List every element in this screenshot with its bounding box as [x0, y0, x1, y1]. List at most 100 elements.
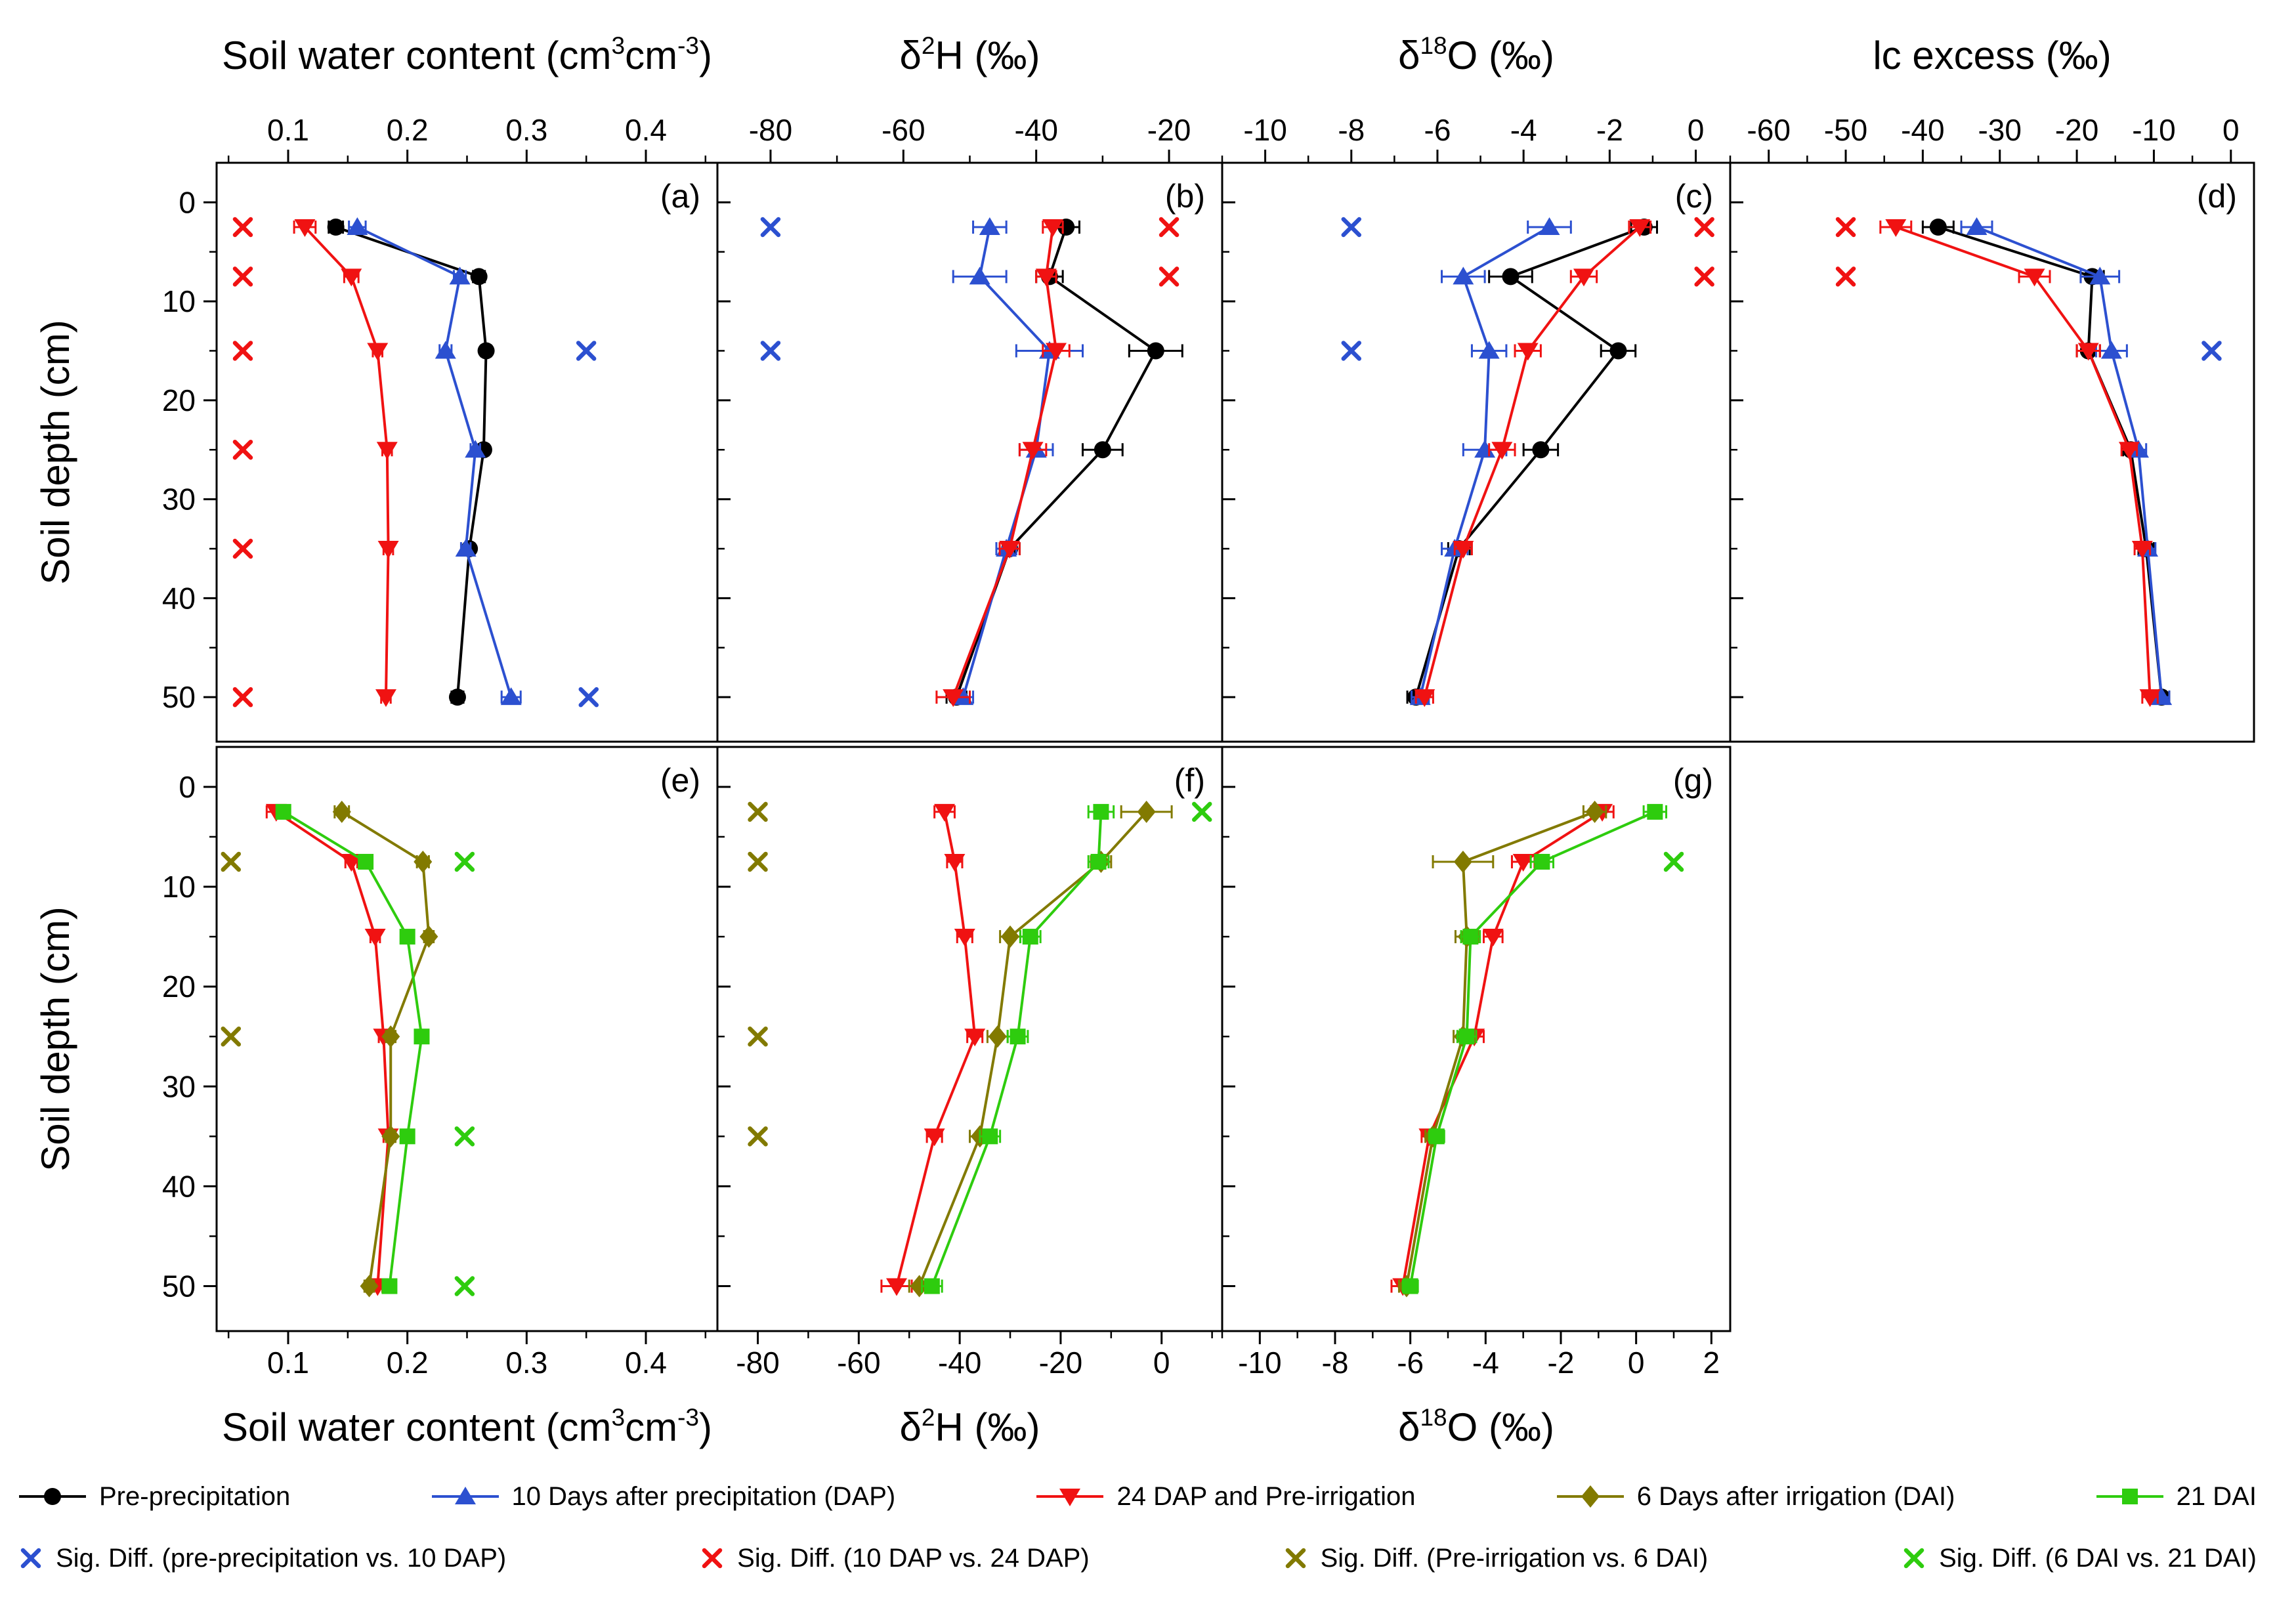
x-axis-g: -10 -8 -6 -4 -2 0 2 — [1221, 1331, 1720, 1380]
x-marker — [454, 1126, 475, 1147]
x-tick-label: -60 — [1747, 113, 1790, 147]
sig-sig10v24 — [232, 217, 253, 708]
triangle-down-marker — [294, 219, 316, 237]
x-tick-label: -4 — [1510, 113, 1537, 147]
diamond-marker — [1453, 850, 1472, 873]
square-marker — [399, 1128, 415, 1145]
diamond-marker — [381, 1125, 400, 1148]
triangle-down-marker — [1453, 541, 1474, 559]
axis-title-c: δ18O (‰) — [1398, 32, 1554, 77]
x-tick-label: -60 — [882, 113, 925, 147]
series-dai6 — [1397, 800, 1607, 1298]
y-tick-label: 50 — [162, 680, 196, 714]
x-marker — [1663, 851, 1684, 872]
x-tick-label: -10 — [2132, 113, 2175, 147]
triangle-up-marker — [455, 539, 477, 557]
triangle-down-marker — [1022, 442, 1044, 460]
y-tick-label: 30 — [162, 1069, 196, 1103]
triangle-up-marker — [465, 440, 486, 458]
x-axis-a: 0.1 0.2 0.3 0.4 — [227, 113, 707, 163]
x-tick-label: 0.4 — [625, 113, 667, 147]
legend-label: 10 Days after precipitation (DAP) — [511, 1481, 896, 1511]
diamond-marker — [381, 1025, 400, 1048]
sig-sig6v21 — [454, 851, 475, 1296]
triangle-up-marker — [454, 1487, 476, 1504]
y-tick-label: 50 — [162, 1269, 196, 1304]
series-line — [895, 811, 977, 1287]
triangle-down-marker — [1512, 853, 1534, 872]
x-marker — [221, 851, 242, 872]
x-tick-label: -80 — [736, 1346, 779, 1380]
panel-b: -80 -60 -40 -20 (b) — [716, 113, 1223, 743]
triangle-up-marker — [1453, 266, 1474, 285]
sig-sig10v24 — [1159, 217, 1180, 287]
x-axis-d: -60 -50 -40 -30 -20 -10 0 — [1729, 113, 2240, 163]
triangle-down-marker — [1573, 268, 1594, 287]
triangle-down-marker — [376, 442, 398, 460]
panel-a: 0.1 0.2 0.3 0.4 0 10 20 30 40 50 (a) — [162, 113, 719, 743]
series-dai21 — [275, 803, 430, 1294]
triangle-up-legend-icon — [431, 1487, 499, 1504]
x-tick-label: 2 — [1703, 1346, 1720, 1380]
x-legend-icon — [1285, 1548, 1306, 1569]
x-axis-e: 0.1 0.2 0.3 0.4 — [227, 1331, 707, 1380]
series-line — [952, 226, 1058, 698]
y-axis-a: 0 10 20 30 40 50 — [162, 185, 217, 714]
series-line — [1423, 226, 1641, 698]
square-legend-icon — [2096, 1489, 2163, 1504]
triangle-down-legend-icon — [1036, 1489, 1104, 1506]
x-marker — [748, 801, 768, 822]
legend-label: 24 DAP and Pre-irrigation — [1116, 1481, 1416, 1511]
x-marker — [702, 1548, 723, 1569]
x-marker — [1835, 217, 1856, 238]
triangle-down-marker — [2024, 268, 2045, 287]
x-tick-label: 0 — [2222, 113, 2240, 147]
triangle-up-marker — [2100, 341, 2122, 359]
x-marker — [1341, 217, 1362, 238]
legend-label: Pre-precipitation — [99, 1481, 291, 1511]
x-tick-label: 0.2 — [387, 1346, 429, 1380]
y-axis-b — [717, 201, 731, 698]
legend-item-dap10: 10 Days after precipitation (DAP) — [429, 1481, 896, 1512]
series-line — [303, 226, 390, 698]
x-marker — [748, 1026, 768, 1047]
circle-marker — [44, 1488, 61, 1505]
sig-sig10v24 — [1694, 217, 1714, 287]
sig-sig6v21 — [1663, 851, 1684, 872]
x-marker — [1341, 341, 1362, 361]
y-tick-label: 0 — [179, 185, 196, 219]
panel-tag: (c) — [1675, 178, 1713, 215]
square-marker — [1428, 1128, 1445, 1145]
legend-item-sig6v21: Sig. Diff. (6 DAI vs. 21 DAI) — [1900, 1544, 2257, 1573]
x-marker — [1285, 1548, 1306, 1569]
x-marker — [232, 266, 253, 287]
sig-sigPreV10 — [1341, 217, 1362, 361]
panel-border — [215, 161, 719, 743]
legend-item-dap24: 24 DAP and Pre-irrigation — [1034, 1481, 1416, 1512]
triangle-up-marker — [969, 266, 990, 285]
y-tick-label: 10 — [162, 284, 196, 318]
square-marker — [1647, 803, 1663, 820]
diamond-marker — [988, 1025, 1007, 1048]
y-tick-label: 40 — [162, 1169, 196, 1203]
series-line — [335, 226, 488, 698]
axis-title-a: Soil water content (cm3cm-3) — [222, 32, 712, 77]
triangle-down-marker — [934, 803, 956, 822]
triangle-down-marker — [364, 929, 386, 947]
legend-row-series: Pre-precipitation 10 Days after precipita… — [16, 1475, 2257, 1517]
triangle-up-marker — [1966, 217, 1988, 235]
axis-title-b: δ2H (‰) — [900, 32, 1040, 77]
x-tick-label: -40 — [938, 1346, 981, 1380]
series-line — [962, 226, 1052, 698]
sig-sigPreIrrV6 — [221, 851, 242, 1047]
panel-border — [716, 746, 1223, 1332]
triangle-down-marker — [944, 853, 966, 872]
triangle-up-marker — [2127, 440, 2149, 458]
triangle-down-marker — [1517, 343, 1539, 361]
circle-marker — [448, 689, 466, 706]
series-dai6 — [332, 800, 438, 1298]
x-marker — [232, 439, 253, 460]
series-dap24 — [1879, 219, 2161, 708]
diamond-marker — [1137, 800, 1156, 823]
